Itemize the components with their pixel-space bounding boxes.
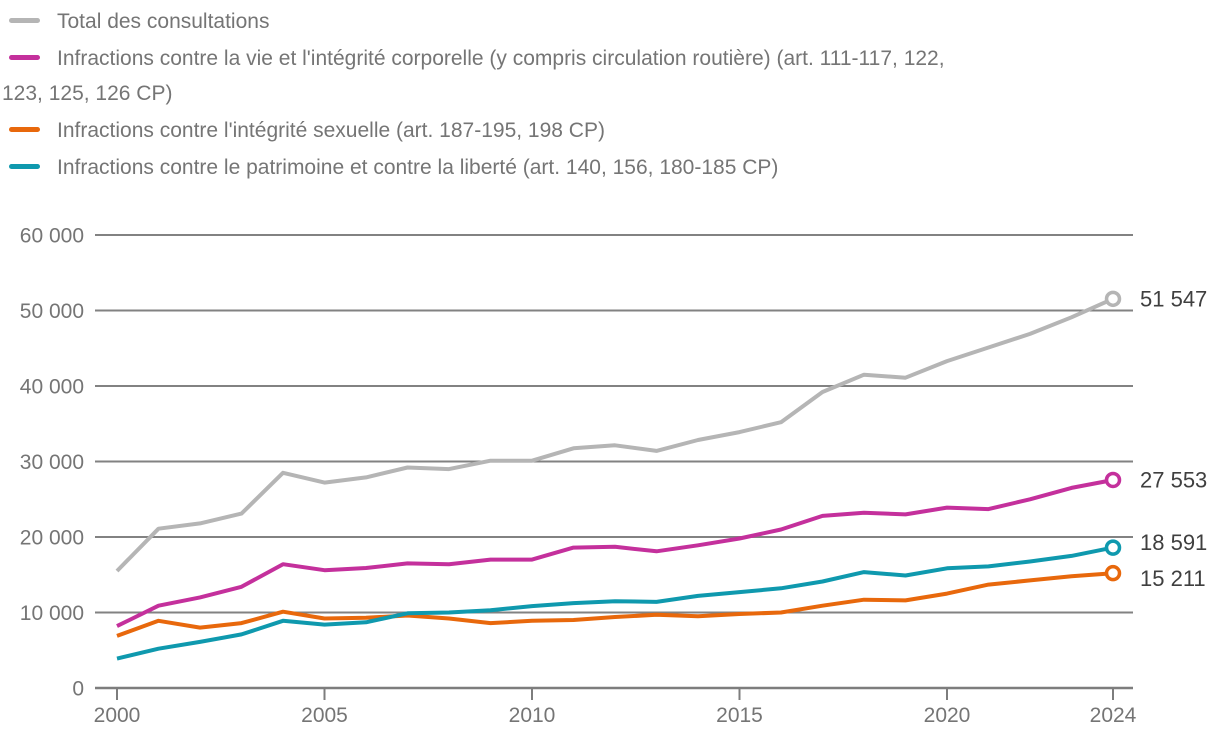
legend-label: Infractions contre la vie et l'intégrité…	[57, 47, 945, 70]
value-label: 15 211	[1140, 566, 1206, 591]
series-line-2	[116, 571, 1114, 638]
legend-label-continued: 123, 125, 126 CP)	[2, 76, 1214, 111]
value-label: 18 591	[1140, 530, 1207, 555]
legend-label: Total des consultations	[57, 10, 270, 33]
y-axis-label: 60 000	[20, 225, 84, 248]
series-line-3	[116, 545, 1114, 661]
x-axis-label: 2000	[94, 704, 141, 727]
legend-row: Infractions contre la vie et l'intégrité…	[2, 41, 1214, 76]
value-label: 51 547	[1140, 286, 1207, 311]
series-line-0	[115, 296, 1114, 573]
legend-swatch-icon	[9, 55, 40, 61]
y-axis-label: 10 000	[20, 602, 84, 625]
legend-item: Infractions contre le patrimoine et cont…	[2, 150, 1214, 185]
legend-label: 123, 125, 126 CP)	[2, 82, 173, 105]
legend-item: Total des consultations	[2, 4, 1214, 39]
y-axis-label: 20 000	[20, 527, 84, 550]
legend-swatch-icon	[9, 127, 40, 133]
legend-row: Infractions contre l'intégrité sexuelle …	[2, 113, 1214, 148]
value-label: 27 553	[1140, 467, 1207, 492]
end-marker	[1104, 539, 1122, 556]
end-marker	[1104, 290, 1122, 308]
y-axis-label: 30 000	[20, 451, 84, 474]
x-axis-label: 2010	[509, 704, 556, 727]
y-axis-label: 40 000	[20, 376, 84, 399]
x-axis-label: 2015	[716, 704, 763, 727]
legend-item: Infractions contre la vie et l'intégrité…	[2, 41, 1214, 111]
chart-legend: Total des consultations Infractions contr…	[2, 4, 1214, 187]
legend-item: Infractions contre l'intégrité sexuelle …	[2, 113, 1214, 148]
legend-label: Infractions contre l'intégrité sexuelle …	[57, 119, 605, 142]
y-axis-label: 50 000	[20, 300, 84, 323]
x-axis-label: 2024	[1090, 704, 1137, 727]
legend-row: Infractions contre le patrimoine et cont…	[2, 150, 1214, 185]
x-axis-label: 2005	[301, 704, 348, 727]
end-marker	[1104, 564, 1122, 582]
legend-swatch-icon	[9, 164, 40, 170]
series-line-1	[116, 478, 1114, 628]
legend-swatch-icon	[9, 18, 40, 24]
x-axis-label: 2020	[924, 704, 971, 727]
legend-label: Infractions contre le patrimoine et cont…	[57, 156, 779, 179]
legend-row: Total des consultations	[2, 4, 1214, 39]
end-marker	[1104, 471, 1122, 489]
y-axis-label: 0	[72, 678, 84, 701]
